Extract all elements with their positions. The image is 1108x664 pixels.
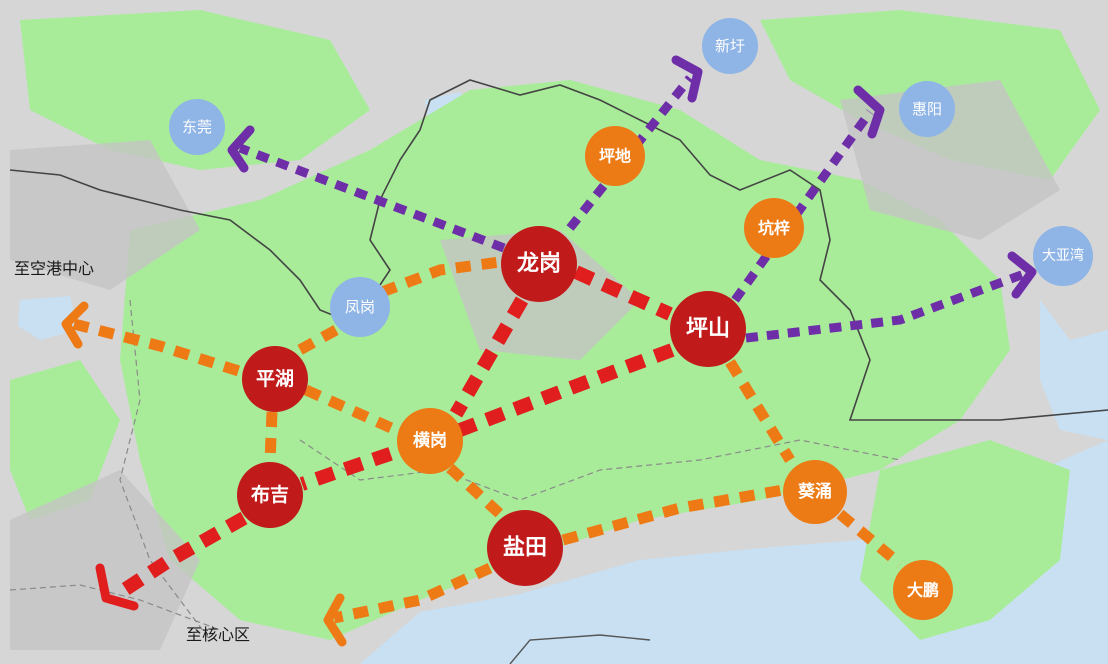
node-yantian-circle (487, 510, 563, 586)
label-to-core: 至核心区 (186, 625, 250, 644)
node-yantian: 盐田 (487, 510, 563, 586)
node-dongguan-label: 东莞 (182, 118, 212, 136)
major-nodes: 龙岗 坪山 平湖 布吉 盐田 (237, 226, 746, 586)
external-nodes: 东莞 新圩 惠阳 大亚湾 凤岗 (169, 18, 1093, 337)
urban-dongguan (10, 140, 200, 290)
node-dongguan: 东莞 (169, 99, 225, 155)
corridor-orange-henggang-yantian (446, 463, 504, 519)
arrow-south-icon (323, 593, 347, 647)
corridor-purple-huiyang (731, 109, 874, 303)
arrow-dongguan-icon (227, 125, 255, 173)
arrow-huiyang-icon (853, 85, 885, 139)
corridor-red-buji-core (114, 511, 248, 600)
node-dapeng-label: 大鹏 (907, 581, 939, 600)
node-dapeng: 大鹏 (893, 560, 953, 620)
node-pinghu-circle (242, 346, 308, 412)
corridor-purple-xinxu (566, 75, 694, 231)
node-pinghu: 平湖 (242, 346, 308, 412)
node-pingdi-circle (585, 126, 645, 186)
node-kengzi-circle (744, 198, 804, 258)
district-line-2 (9, 584, 221, 631)
green-north-west (20, 10, 370, 170)
node-dayawan-label: 大亚湾 (1042, 247, 1084, 264)
corridor-orange-yantian-south (332, 562, 493, 624)
corridor-purple-dayawan (745, 269, 1026, 343)
node-xinxu-label: 新圩 (715, 37, 745, 55)
corridor-orange-fenggang-longgang (380, 256, 501, 298)
corridor-orange-pinghu-henggang (303, 384, 403, 438)
node-buji: 布吉 (237, 462, 303, 528)
arrow-heads (61, 55, 1037, 647)
node-huiyang-label: 惠阳 (912, 100, 942, 118)
arrow-dayawan-icon (1007, 251, 1037, 299)
green-west (10, 360, 120, 520)
arrow-core-icon (95, 563, 139, 611)
secondary-nodes: 坪地 坑梓 横岗 葵涌 大鹏 (397, 126, 953, 620)
node-buji-circle (237, 462, 303, 528)
node-xinxu: 新圩 (702, 18, 758, 74)
node-huiyang-circle (899, 81, 955, 137)
node-henggang: 横岗 (397, 408, 463, 474)
node-henggang-circle (397, 408, 463, 474)
coastline-south (509, 634, 651, 664)
node-fenggang: 凤岗 (330, 277, 390, 337)
node-pingdi: 坪地 (585, 126, 645, 186)
node-pinghu-label: 平湖 (256, 368, 294, 390)
dashed-boundaries (9, 299, 901, 641)
node-henggang-label: 横岗 (413, 430, 447, 451)
node-kengzi-label: 坑梓 (758, 219, 790, 238)
city-boundary (9, 79, 1108, 421)
corridor-red-pingshan-buji (299, 343, 675, 491)
node-fenggang-circle (330, 277, 390, 337)
corridor-orange-fenggang-pinghu (293, 325, 339, 357)
node-pingdi-label: 坪地 (599, 147, 631, 166)
corridor-orange-pingshan-kuiyong (725, 359, 795, 463)
node-kengzi: 坑梓 (744, 198, 804, 258)
node-kuiyong: 葵涌 (783, 460, 847, 524)
node-xinxu-circle (702, 18, 758, 74)
corridor-orange-pinghu-buji (264, 411, 278, 463)
node-pingshan: 坪山 (670, 291, 746, 367)
node-dapeng-circle (893, 560, 953, 620)
urban-huiyang (840, 80, 1060, 240)
arrow-airport-icon (61, 301, 89, 349)
node-longgang-circle (501, 226, 577, 302)
node-fenggang-label: 凤岗 (345, 298, 375, 316)
node-huiyang: 惠阳 (899, 81, 955, 137)
node-pingshan-label: 坪山 (686, 317, 730, 342)
node-kuiyong-label: 葵涌 (798, 482, 832, 502)
node-dayawan: 大亚湾 (1033, 226, 1093, 286)
boundaries (9, 79, 1108, 421)
corridor-orange-yantian-kuiyong (561, 484, 784, 546)
node-dongguan-circle (169, 99, 225, 155)
corridor-orange-airport-pinghu (72, 318, 244, 378)
arrow-xinxu-icon (671, 55, 703, 103)
node-pingshan-circle (670, 291, 746, 367)
corridor-red-longgang-henggang (449, 296, 529, 418)
node-dayawan-circle (1033, 226, 1093, 286)
corridor-orange-kuiyong-dapeng (836, 509, 904, 569)
district-line-1 (119, 299, 211, 641)
corridors (72, 75, 1026, 624)
node-buji-label: 布吉 (251, 483, 289, 506)
node-kuiyong-circle (783, 460, 847, 524)
sea-east (1040, 300, 1108, 440)
reservoir-west (18, 296, 78, 340)
corridor-purple-dongguan (238, 143, 506, 253)
node-longgang: 龙岗 (501, 226, 577, 302)
label-to-airport: 至空港中心 (14, 259, 94, 278)
corridor-red-longgang-pingshan (573, 265, 673, 321)
district-line-3 (299, 439, 901, 501)
node-yantian-label: 盐田 (503, 536, 547, 561)
node-longgang-label: 龙岗 (517, 252, 561, 277)
